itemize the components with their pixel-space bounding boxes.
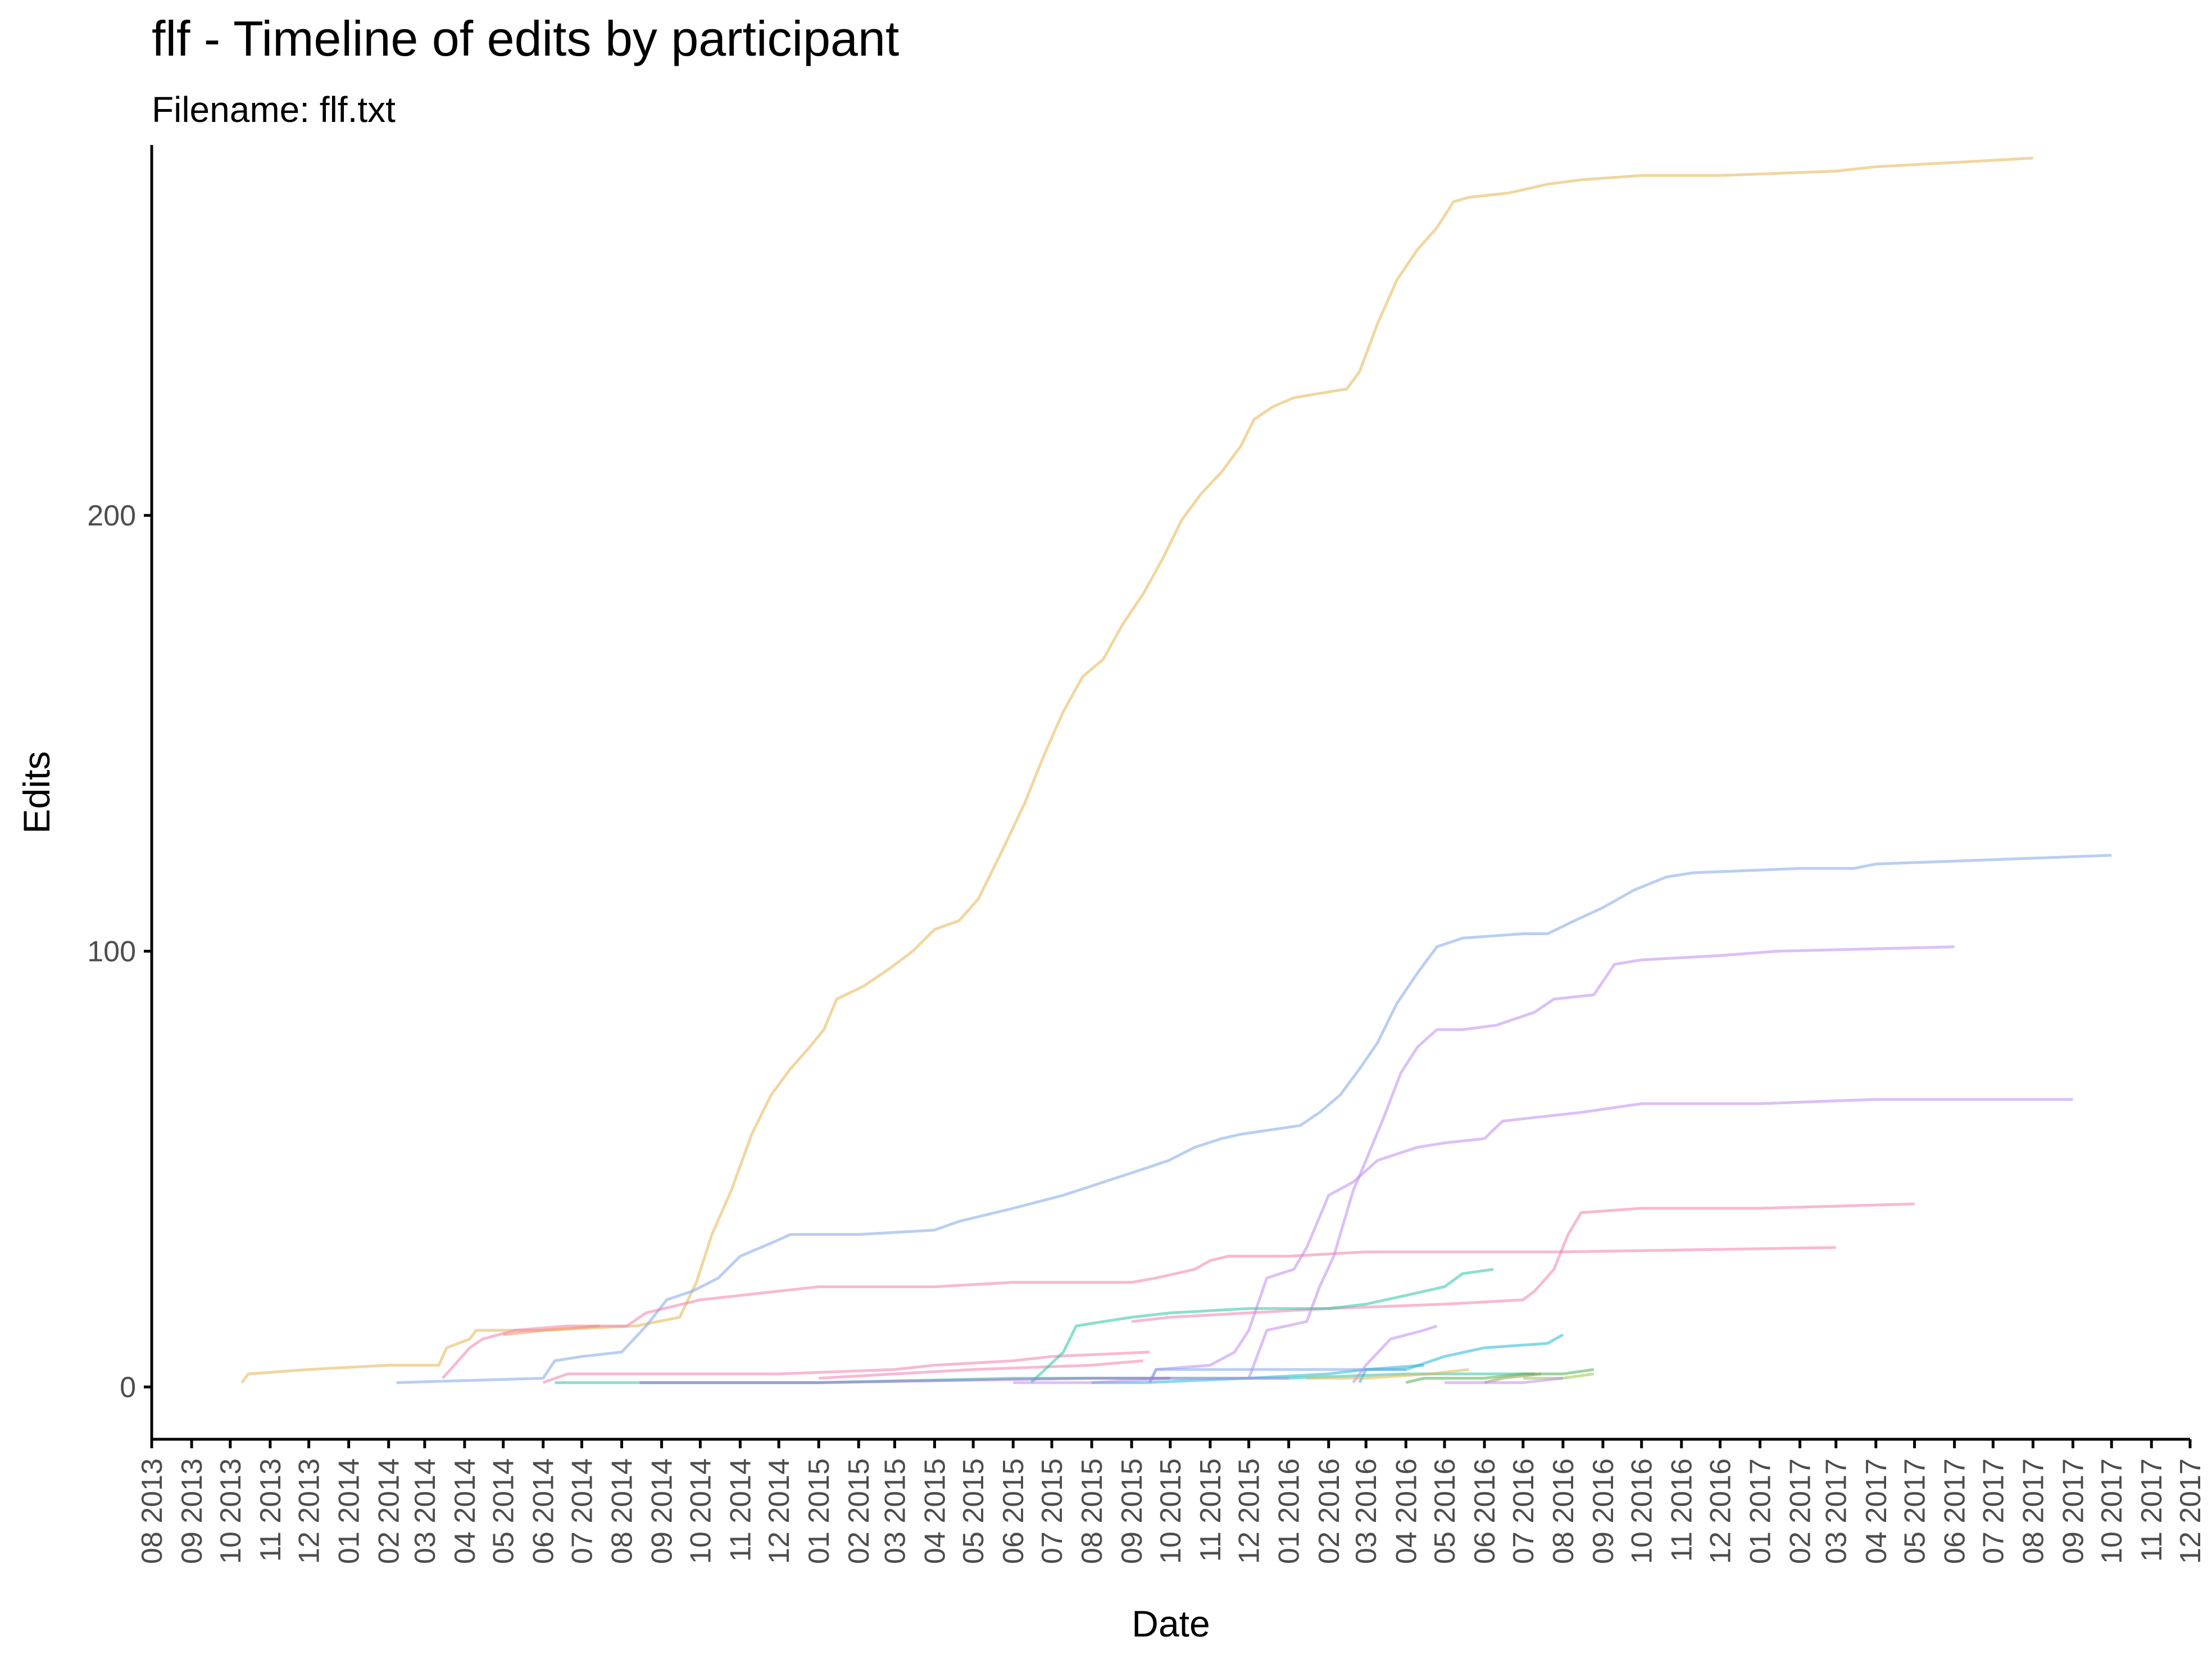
x-tick-label: 02 2017 — [1784, 1458, 1817, 1564]
x-tick-label: 08 2015 — [1076, 1458, 1109, 1564]
x-tick-label: 05 2015 — [957, 1458, 990, 1564]
x-axis-title: Date — [1132, 1603, 1210, 1644]
series-line-4 — [1247, 945, 1955, 1379]
x-tick-label: 03 2016 — [1350, 1458, 1383, 1564]
x-tick-label: 11 2015 — [1194, 1458, 1227, 1562]
x-tick-label: 09 2016 — [1587, 1458, 1620, 1564]
x-tick-label: 11 2017 — [2136, 1458, 2168, 1562]
series-line-2 — [396, 854, 2112, 1384]
x-tick-label: 04 2015 — [919, 1458, 951, 1564]
x-tick-label: 06 2014 — [528, 1458, 560, 1564]
series-line-16 — [1306, 1368, 1469, 1380]
x-tick-label: 02 2014 — [373, 1458, 406, 1564]
x-tick-label: 07 2017 — [1977, 1458, 2010, 1564]
series-line-15 — [1013, 1376, 1289, 1384]
x-tick-label: 12 2015 — [1233, 1458, 1266, 1564]
x-tick-label: 09 2014 — [646, 1458, 679, 1564]
x-tick-label: 07 2016 — [1507, 1458, 1540, 1564]
series-line-7 — [542, 1350, 1150, 1384]
x-tick-label: 06 2017 — [1939, 1458, 1972, 1564]
series-line-13 — [1148, 1368, 1406, 1384]
x-tick-label: 08 2017 — [2017, 1458, 2050, 1564]
x-tick-label: 09 2017 — [2057, 1458, 2090, 1564]
x-tick-label: 08 2013 — [136, 1458, 169, 1564]
x-tick-label: 02 2016 — [1313, 1458, 1346, 1564]
x-tick-label: 05 2016 — [1429, 1458, 1461, 1564]
x-tick-label: 05 2014 — [488, 1458, 520, 1564]
x-tick-label: 04 2016 — [1390, 1458, 1423, 1564]
x-tick-label: 09 2013 — [176, 1458, 208, 1564]
series-line-8 — [819, 1359, 1143, 1380]
series-line-3 — [1148, 1098, 2073, 1384]
x-tick-label: 11 2014 — [724, 1458, 757, 1562]
x-tick-label: 01 2017 — [1745, 1458, 1777, 1564]
x-tick-label: 04 2017 — [1860, 1458, 1893, 1564]
series-line-19 — [503, 1324, 600, 1336]
series-line-1 — [240, 156, 2033, 1384]
x-tick-label: 10 2014 — [684, 1458, 717, 1564]
x-tick-label: 03 2014 — [409, 1458, 442, 1564]
x-tick-label: 07 2014 — [566, 1458, 599, 1564]
series-line-21 — [639, 1376, 1170, 1384]
x-tick-label: 08 2016 — [1547, 1458, 1580, 1564]
x-tick-label: 10 2013 — [215, 1458, 247, 1564]
chart-title: flf - Timeline of edits by participant — [152, 11, 900, 66]
y-tick-label: 0 — [120, 1371, 136, 1404]
x-tick-label: 04 2014 — [449, 1458, 482, 1564]
x-tick-label: 03 2015 — [879, 1458, 911, 1564]
series-line-14 — [1352, 1325, 1438, 1384]
y-ticks: 0 100 200 — [87, 500, 152, 1404]
x-tick-label: 12 2016 — [1705, 1458, 1737, 1564]
series-line-20 — [1484, 1372, 1542, 1384]
x-tick-label: 10 2015 — [1155, 1458, 1187, 1564]
x-tick-label: 12 2014 — [763, 1458, 796, 1564]
series-line-22 — [1445, 1376, 1564, 1384]
x-tick-label: 10 2017 — [2096, 1458, 2128, 1564]
x-tick-label: 11 2013 — [255, 1458, 287, 1562]
x-tick-label: 06 2016 — [1469, 1458, 1501, 1564]
series-line-17 — [1405, 1368, 1595, 1384]
series-layer — [240, 156, 2112, 1384]
x-tick-label: 05 2017 — [1899, 1458, 1932, 1564]
x-tick-label: 02 2015 — [843, 1458, 875, 1564]
x-tick-label: 01 2015 — [803, 1458, 835, 1564]
x-tick-label: 12 2013 — [293, 1458, 326, 1564]
y-tick-label: 100 — [87, 936, 136, 968]
y-axis-title: Edits — [16, 751, 57, 834]
series-line-9 — [1030, 1268, 1494, 1384]
x-tick-label: 03 2017 — [1820, 1458, 1853, 1564]
series-line-6 — [1131, 1202, 1915, 1323]
x-tick-label: 10 2016 — [1626, 1458, 1659, 1564]
y-tick-label: 200 — [87, 500, 136, 532]
x-tick-label: 06 2015 — [997, 1458, 1030, 1564]
x-tick-label: 01 2016 — [1273, 1458, 1306, 1564]
x-tick-label: 09 2015 — [1116, 1458, 1148, 1564]
x-tick-label: 01 2014 — [333, 1458, 366, 1564]
series-line-5 — [442, 1246, 1836, 1380]
x-ticks: 08 2013 09 2013 10 2013 11 2013 12 2013 01 20… — [136, 1439, 2207, 1564]
x-tick-label: 08 2014 — [606, 1458, 639, 1564]
x-tick-label: 11 2016 — [1666, 1458, 1698, 1562]
chart-subtitle: Filename: flf.txt — [152, 89, 396, 130]
x-tick-label: 07 2015 — [1036, 1458, 1069, 1564]
x-tick-label: 12 2017 — [2174, 1458, 2207, 1564]
